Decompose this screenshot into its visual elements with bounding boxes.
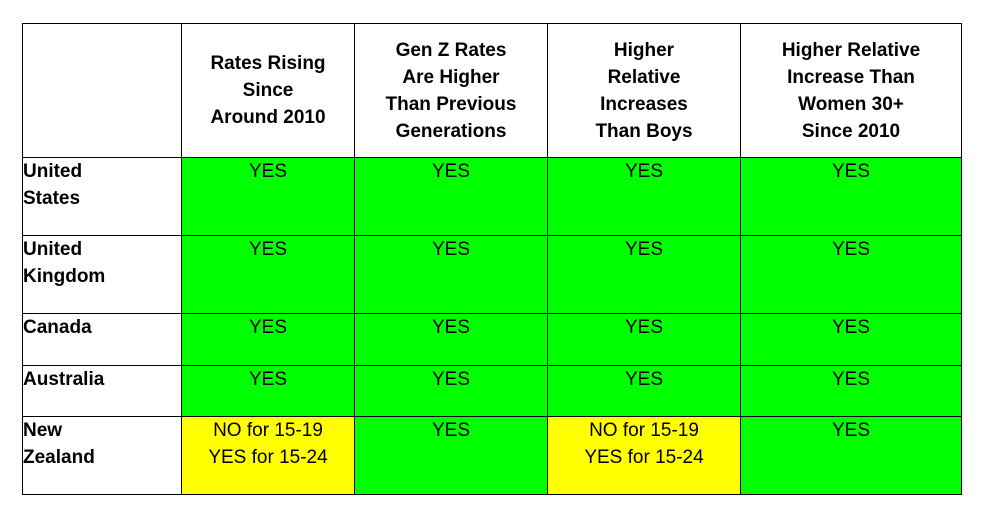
header-row: Rates Rising Since Around 2010 Gen Z Rat… xyxy=(22,23,962,158)
table-cell: YES xyxy=(354,157,548,236)
column-header: Higher Relative Increases Than Boys xyxy=(547,23,741,158)
table-cell: NO for 15-19 YES for 15-24 xyxy=(547,416,741,495)
row-label: United Kingdom xyxy=(22,235,182,314)
table-row: New Zealand NO for 15-19 YES for 15-24 Y… xyxy=(22,416,962,495)
column-header: Higher Relative Increase Than Women 30+ … xyxy=(740,23,962,158)
table-cell: YES xyxy=(354,416,548,495)
table-row: Canada YES YES YES YES xyxy=(22,313,962,366)
column-header: Gen Z Rates Are Higher Than Previous Gen… xyxy=(354,23,548,158)
table-cell: YES xyxy=(181,313,355,366)
table-cell: YES xyxy=(354,365,548,417)
table-cell: YES xyxy=(740,235,962,314)
table-cell: NO for 15-19 YES for 15-24 xyxy=(181,416,355,495)
table-row: Australia YES YES YES YES xyxy=(22,365,962,417)
row-label: Australia xyxy=(22,365,182,417)
table-cell: YES xyxy=(547,157,741,236)
row-label: New Zealand xyxy=(22,416,182,495)
table-cell: YES xyxy=(740,365,962,417)
table-cell: YES xyxy=(181,365,355,417)
row-label: Canada xyxy=(22,313,182,366)
table-cell: YES xyxy=(181,157,355,236)
corner-cell xyxy=(22,23,182,158)
table-cell: YES xyxy=(547,365,741,417)
table-cell: YES xyxy=(740,416,962,495)
table-cell: YES xyxy=(547,313,741,366)
row-label: United States xyxy=(22,157,182,236)
table-cell: YES xyxy=(181,235,355,314)
table-cell: YES xyxy=(740,157,962,236)
table-cell: YES xyxy=(354,313,548,366)
table-cell: YES xyxy=(547,235,741,314)
table-row: United Kingdom YES YES YES YES xyxy=(22,235,962,314)
comparison-table: Rates Rising Since Around 2010 Gen Z Rat… xyxy=(22,23,962,495)
table-cell: YES xyxy=(354,235,548,314)
table-row: United States YES YES YES YES xyxy=(22,157,962,236)
column-header: Rates Rising Since Around 2010 xyxy=(181,23,355,158)
table-cell: YES xyxy=(740,313,962,366)
